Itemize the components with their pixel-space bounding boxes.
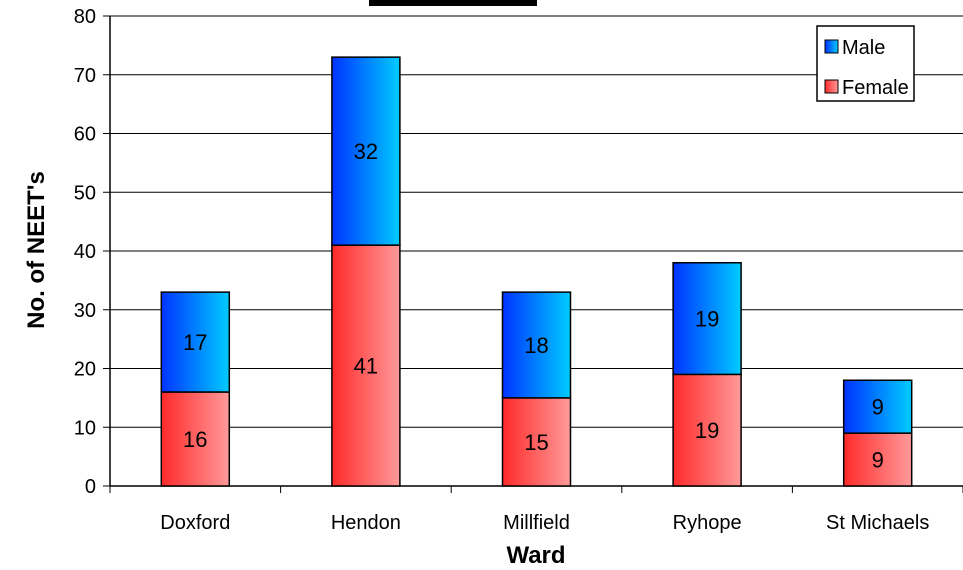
y-tick-label: 0 — [85, 476, 96, 498]
bar-segment-male — [160, 291, 231, 393]
data-label: 15 — [524, 430, 548, 455]
data-label: 16 — [183, 427, 207, 452]
x-tick-label: Millfield — [503, 512, 570, 534]
legend-label-female: Female — [842, 77, 909, 99]
data-label: 32 — [354, 139, 378, 164]
y-tick-label: 30 — [74, 300, 96, 322]
y-axis-title: No. of NEET's — [23, 171, 50, 329]
x-axis: Doxford Hendon Millfield Ryhope St Michaels — [109, 485, 963, 534]
y-tick-label: 20 — [74, 359, 96, 381]
y-tick-label: 10 — [74, 417, 96, 439]
bar-segment-male — [501, 291, 572, 399]
x-tick-label: Doxford — [160, 512, 230, 534]
y-tick-label: 60 — [74, 124, 96, 146]
y-tick-label: 50 — [74, 182, 96, 204]
title-bar-fragment — [369, 0, 537, 6]
data-label: 17 — [183, 330, 207, 355]
x-tick-label: St Michaels — [826, 512, 929, 534]
legend-swatch-male — [824, 39, 839, 54]
data-label: 41 — [354, 354, 378, 379]
data-label: 9 — [872, 448, 884, 473]
data-label: 19 — [695, 307, 719, 332]
bar-segment-male — [672, 262, 742, 376]
y-tick-label: 70 — [74, 65, 96, 87]
y-tick-label: 80 — [74, 6, 96, 28]
legend-label-male: Male — [842, 37, 885, 59]
bar-segment-female — [160, 391, 231, 487]
x-tick-label: Ryhope — [673, 512, 742, 534]
x-axis-title: Ward — [506, 542, 565, 569]
data-label: 19 — [695, 418, 719, 443]
x-tick-label: Hendon — [331, 512, 401, 534]
data-label: 9 — [872, 395, 884, 420]
bar-segment-female — [672, 373, 742, 487]
bar-segment-female — [842, 432, 913, 487]
bar-segment-male — [842, 379, 913, 434]
bar-segment-male — [331, 56, 401, 246]
y-tick-label: 40 — [74, 241, 96, 263]
data-label: 18 — [524, 333, 548, 358]
legend: Male Female — [816, 25, 915, 102]
bars: 16 17 41 32 15 18 19 19 9 9 — [160, 56, 913, 487]
legend-swatch-female — [824, 79, 839, 94]
y-axis: 0 10 20 30 40 50 60 70 80 — [74, 6, 111, 498]
